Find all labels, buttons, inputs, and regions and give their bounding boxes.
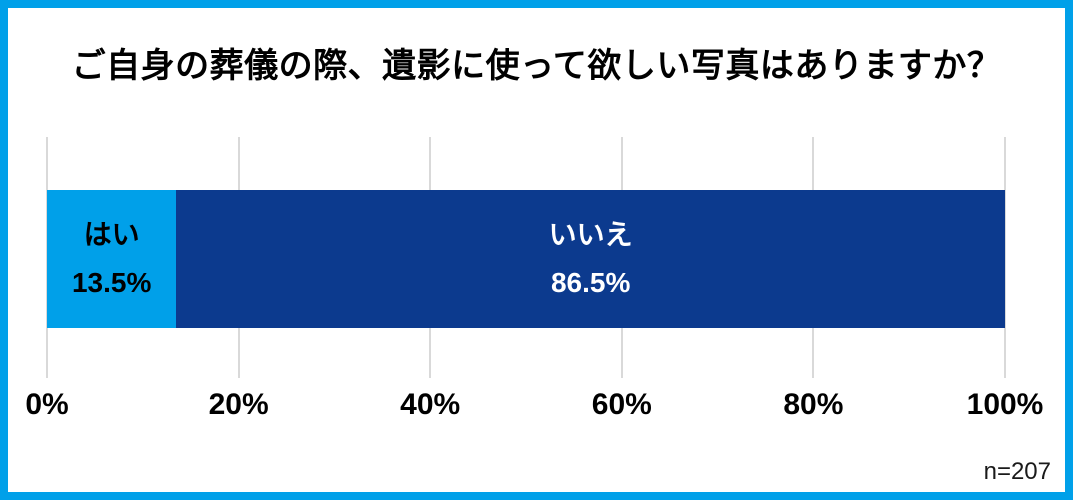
x-tick-label: 20% [208,388,269,421]
stacked-bar: はい 13.5% いいえ 86.5% [47,190,1005,328]
x-tick-label: 100% [966,388,1044,421]
sample-size-note: n=207 [983,458,1051,485]
plot-area: はい 13.5% いいえ 86.5% 0% 20% 40% 60% 80% 100% [25,137,1043,421]
gridline [1004,137,1006,378]
segment-category-label: いいえ [548,218,633,250]
x-tick-label: 40% [400,388,461,421]
bar-segment-1: はい 13.5% [47,190,177,328]
segment-value-label: 13.5% [71,267,152,298]
segment-category-label: はい [83,218,140,250]
x-tick-label: 60% [591,388,652,421]
bar-segment-2: いいえ 86.5% [176,190,1005,328]
x-tick-label: 0% [25,388,69,421]
chart-title: ご自身の葬儀の際、遺影に使って欲しい写真はありますか？ [71,47,1002,85]
x-tick-label: 80% [783,388,844,421]
segment-value-label: 86.5% [550,267,631,298]
